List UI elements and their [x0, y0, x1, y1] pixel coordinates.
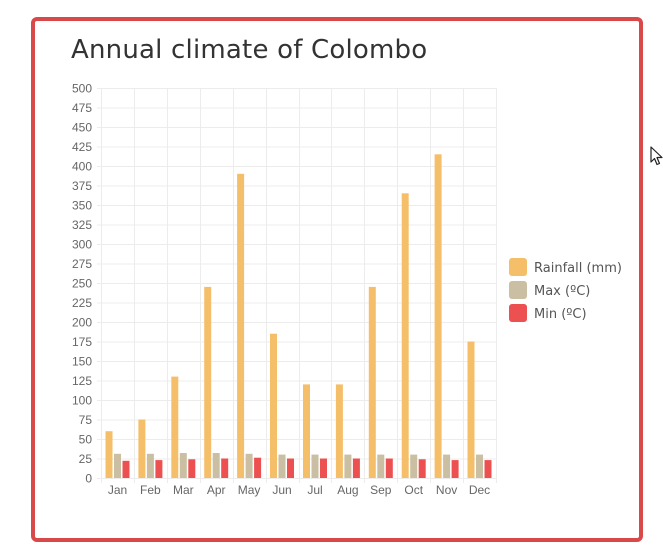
legend-label[interactable]: Rainfall (mm) [534, 261, 622, 276]
x-tick-label: Oct [404, 483, 423, 497]
bar-min[interactable] [418, 459, 426, 478]
bar-min[interactable] [188, 459, 196, 478]
y-tick-label: 175 [72, 335, 92, 349]
bar-rainfall[interactable] [368, 286, 376, 478]
y-tick-label: 200 [72, 316, 92, 330]
bar-max[interactable] [212, 453, 220, 478]
bar-max[interactable] [114, 453, 121, 478]
mouse-cursor-icon [650, 146, 663, 166]
chart-title: Annual climate of Colombo [71, 35, 428, 65]
bar-min[interactable] [451, 460, 459, 478]
y-tick-label: 275 [72, 257, 92, 271]
x-tick-label: Sep [370, 483, 392, 497]
y-tick-label: 125 [72, 374, 92, 388]
bar-min[interactable] [221, 458, 229, 479]
bar-min[interactable] [484, 460, 492, 478]
y-tick-label: 225 [72, 296, 92, 310]
y-tick-label: 250 [72, 277, 92, 291]
x-tick-label: Jul [307, 483, 322, 497]
x-tick-label: Apr [207, 483, 226, 497]
bar-rainfall[interactable] [270, 333, 277, 478]
grid-lines [97, 88, 497, 483]
bar-max[interactable] [311, 454, 319, 478]
bar-rainfall[interactable] [105, 431, 113, 478]
bar-rainfall[interactable] [303, 384, 310, 478]
y-axis-ticks: 5004754504254003753503253002752502252001… [72, 82, 92, 486]
x-tick-label: Dec [469, 483, 490, 497]
bar-rainfall[interactable] [138, 419, 146, 479]
y-tick-label: 450 [72, 121, 92, 135]
bar-min[interactable] [320, 458, 327, 479]
bar-rainfall[interactable] [401, 193, 409, 479]
bar-rainfall[interactable] [204, 286, 212, 478]
bar-min[interactable] [352, 458, 360, 479]
x-tick-label: Jan [108, 483, 127, 497]
legend: Rainfall (mm) Max (ºC) Min (ºC) [509, 258, 622, 322]
bar-max[interactable] [476, 454, 483, 478]
bar-rainfall[interactable] [335, 384, 343, 478]
legend-label[interactable]: Min (ºC) [534, 307, 587, 322]
bar-min[interactable] [254, 457, 262, 478]
y-tick-label: 400 [72, 160, 92, 174]
bar-rainfall[interactable] [467, 341, 475, 479]
y-tick-label: 325 [72, 218, 92, 232]
bar-max[interactable] [179, 453, 187, 478]
y-tick-label: 0 [85, 472, 92, 486]
bar-rainfall[interactable] [237, 173, 245, 479]
legend-swatch[interactable] [509, 258, 527, 276]
legend-label[interactable]: Max (ºC) [534, 284, 590, 299]
bar-max[interactable] [410, 454, 418, 478]
legend-swatch[interactable] [509, 281, 527, 299]
y-tick-label: 350 [72, 199, 92, 213]
y-tick-label: 475 [72, 101, 92, 115]
x-tick-label: Feb [140, 483, 161, 497]
bar-rainfall[interactable] [434, 154, 442, 479]
bar-max[interactable] [344, 454, 352, 478]
bar-min[interactable] [122, 460, 130, 478]
x-tick-label: Mar [173, 483, 194, 497]
bar-rainfall[interactable] [171, 376, 179, 478]
bar-max[interactable] [377, 454, 385, 478]
bar-max[interactable] [146, 453, 154, 478]
bars [105, 154, 492, 479]
y-tick-label: 100 [72, 394, 92, 408]
bar-max[interactable] [245, 453, 253, 478]
legend-swatch[interactable] [509, 304, 527, 322]
y-tick-label: 425 [72, 140, 92, 154]
x-tick-label: May [238, 483, 261, 497]
y-tick-label: 500 [72, 82, 92, 96]
x-axis-ticks: Jan Feb Mar Apr May Jun Jul Aug Sep Oct Nov Dec [108, 483, 490, 497]
bar-min[interactable] [155, 460, 163, 478]
x-tick-label: Nov [436, 483, 457, 497]
bar-min[interactable] [385, 458, 393, 479]
bar-min[interactable] [287, 458, 294, 479]
bar-max[interactable] [278, 454, 286, 478]
bar-max[interactable] [443, 454, 451, 478]
y-tick-label: 150 [72, 355, 92, 369]
x-tick-label: Jun [272, 483, 291, 497]
y-tick-label: 375 [72, 179, 92, 193]
x-tick-label: Aug [337, 483, 358, 497]
y-tick-label: 25 [79, 452, 93, 466]
y-tick-label: 75 [79, 413, 93, 427]
y-tick-label: 300 [72, 238, 92, 252]
y-tick-label: 50 [79, 433, 93, 447]
